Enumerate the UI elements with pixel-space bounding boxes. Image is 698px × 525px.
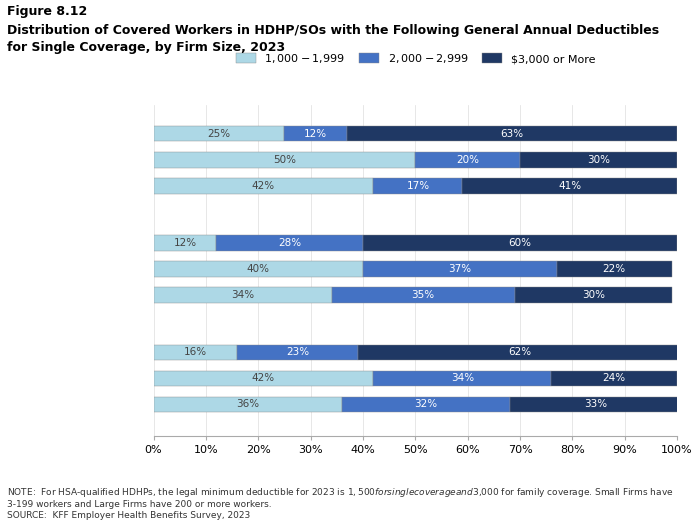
Text: 63%: 63% [500,129,524,139]
Text: 23%: 23% [286,348,309,358]
Bar [358,344,683,360]
Bar [154,261,363,277]
Bar [557,261,671,277]
Bar [373,178,462,194]
Bar [154,287,332,303]
Bar [154,344,237,360]
Bar [510,397,683,412]
Text: 37%: 37% [448,264,471,274]
Text: NOTE:  For HSA-qualified HDHPs, the legal minimum deductible for 2023 is $1,500 : NOTE: For HSA-qualified HDHPs, the legal… [7,486,674,520]
Text: 32%: 32% [414,400,438,410]
Text: 20%: 20% [456,155,479,165]
Text: 25%: 25% [207,129,230,139]
Bar [515,287,671,303]
Bar [415,152,520,167]
Bar [348,126,677,141]
Text: 40%: 40% [247,264,269,274]
Text: 60%: 60% [509,238,531,248]
Text: 42%: 42% [252,373,275,383]
Text: 24%: 24% [602,373,626,383]
Text: 30%: 30% [587,155,610,165]
Bar [342,397,510,412]
Bar [154,126,285,141]
Text: 33%: 33% [584,400,607,410]
Text: 36%: 36% [236,400,260,410]
Bar [373,371,551,386]
Bar [154,178,373,194]
Text: for Single Coverage, by Firm Size, 2023: for Single Coverage, by Firm Size, 2023 [7,41,285,54]
Text: 17%: 17% [406,181,429,191]
Text: Distribution of Covered Workers in HDHP/SOs with the Following General Annual De: Distribution of Covered Workers in HDHP/… [7,24,659,37]
Text: 34%: 34% [451,373,474,383]
Text: 50%: 50% [273,155,296,165]
Text: Figure 8.12: Figure 8.12 [7,5,87,18]
Bar [154,397,342,412]
Bar [216,235,363,251]
Bar [363,261,557,277]
Bar [237,344,358,360]
Text: 34%: 34% [231,290,254,300]
Bar [332,287,515,303]
Bar [462,178,677,194]
Text: 35%: 35% [412,290,435,300]
Bar [154,235,216,251]
Text: 12%: 12% [304,129,327,139]
Bar [363,235,677,251]
Bar [154,371,373,386]
Bar [551,371,677,386]
Bar [154,152,415,167]
Text: 41%: 41% [558,181,581,191]
Text: 62%: 62% [508,348,532,358]
Text: 30%: 30% [582,290,604,300]
Text: 28%: 28% [278,238,302,248]
Text: 12%: 12% [173,238,197,248]
Text: 42%: 42% [252,181,275,191]
Legend: $1,000 - $1,999, $2,000 - $2,999, $3,000 or More: $1,000 - $1,999, $2,000 - $2,999, $3,000… [231,48,600,70]
Text: 22%: 22% [602,264,626,274]
Bar [520,152,677,167]
Text: 16%: 16% [184,348,207,358]
Bar [285,126,348,141]
